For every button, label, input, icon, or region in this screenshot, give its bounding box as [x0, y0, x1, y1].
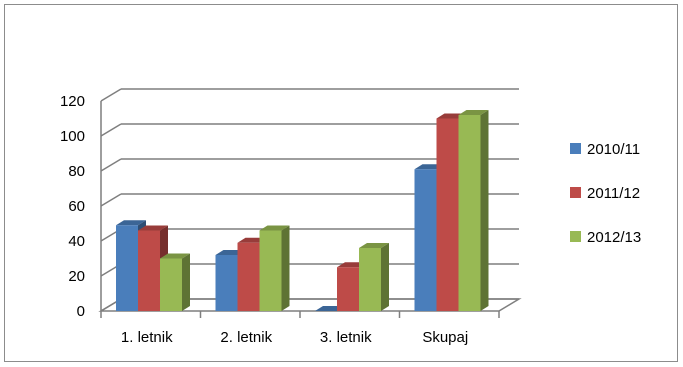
gridline-depth [100, 158, 122, 172]
legend-entry: 2012/13 [587, 229, 641, 246]
x-tick-label: 2. letnik [220, 329, 272, 346]
x-tick-label: 3. letnik [320, 329, 372, 346]
bar-side [480, 110, 489, 311]
bar [337, 267, 359, 311]
bar [414, 169, 437, 311]
chart-area: 0 20 40 60 80 100 120 1. letnik 2. letnik 3. letn… [4, 4, 678, 362]
bar-top [259, 225, 290, 231]
bar [237, 242, 260, 311]
bar [458, 115, 481, 311]
bar-top [458, 110, 489, 115]
bar [138, 230, 160, 311]
y-tick-label: 120 [60, 93, 85, 110]
y-tick-label: 0 [77, 303, 85, 320]
x-tick-label: Skupaj [422, 329, 468, 346]
bar-side [182, 253, 190, 311]
bar-side [381, 243, 389, 311]
bar-side [281, 225, 290, 311]
bar-top [138, 225, 168, 231]
bar [215, 255, 238, 311]
bar-chart: 0 20 40 60 80 100 120 1. letnik 2. letnik 3. letn… [60, 88, 641, 346]
axes: 0 20 40 60 80 100 120 1. letnik 2. letnik 3. letn… [60, 93, 500, 346]
legend-entry: 2011/12 [587, 185, 640, 202]
gridline-depth [100, 88, 122, 102]
bars [116, 110, 489, 311]
y-tick-label: 60 [68, 198, 85, 215]
bar-top [116, 220, 146, 226]
bar-top [359, 243, 389, 248]
x-tick-label: 1. letnik [121, 329, 173, 346]
y-tick-label: 100 [60, 128, 85, 145]
y-tick-label: 80 [68, 163, 85, 180]
bar [116, 225, 138, 311]
bar [436, 118, 459, 311]
legend-entry: 2010/11 [587, 141, 640, 158]
y-tick-label: 20 [68, 268, 85, 285]
legend-swatch [570, 187, 581, 198]
legend: 2010/11 2011/12 2012/13 [570, 141, 641, 246]
bar-top [160, 253, 190, 259]
bar [259, 230, 282, 311]
bar [359, 248, 381, 311]
bar [160, 258, 182, 311]
y-tick-label: 40 [68, 233, 85, 250]
legend-swatch [570, 143, 581, 154]
gridline-depth [100, 123, 122, 137]
gridline-depth [100, 193, 122, 207]
legend-swatch [570, 231, 581, 242]
